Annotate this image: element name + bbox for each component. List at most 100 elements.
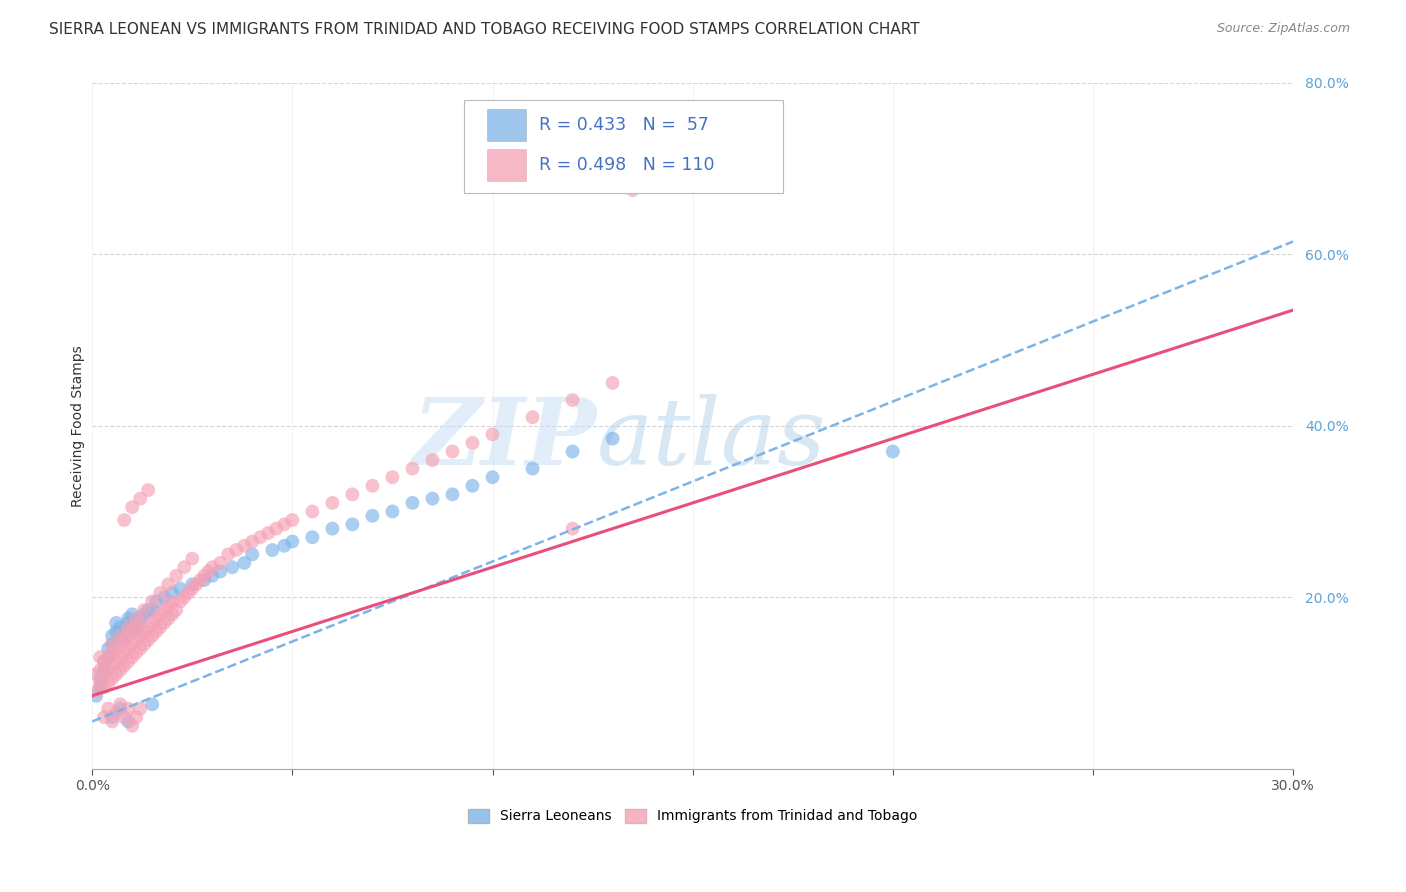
Point xyxy=(240,547,263,561)
FancyBboxPatch shape xyxy=(488,149,526,181)
Point xyxy=(121,650,143,665)
Point xyxy=(522,410,544,425)
Point xyxy=(209,556,232,570)
Point xyxy=(129,491,152,506)
Point xyxy=(101,714,124,729)
Point xyxy=(117,629,139,643)
Point xyxy=(422,453,444,467)
Point xyxy=(342,517,364,532)
Point xyxy=(201,560,224,574)
Point xyxy=(273,517,295,532)
Point xyxy=(105,641,128,656)
Point xyxy=(522,461,544,475)
Point xyxy=(169,582,191,596)
Point xyxy=(188,573,211,587)
Point xyxy=(105,624,128,639)
Point xyxy=(169,594,191,608)
Text: R = 0.433   N =  57: R = 0.433 N = 57 xyxy=(538,116,709,134)
Point xyxy=(108,701,131,715)
Point xyxy=(153,615,176,630)
Point xyxy=(101,710,124,724)
Point xyxy=(561,392,583,407)
Point xyxy=(117,612,139,626)
Point xyxy=(108,637,131,651)
Point xyxy=(129,629,152,643)
Point xyxy=(136,620,159,634)
Point xyxy=(422,491,444,506)
Point xyxy=(141,629,163,643)
Point xyxy=(481,470,503,484)
Point xyxy=(273,539,295,553)
Point xyxy=(129,612,152,626)
Point xyxy=(125,620,148,634)
Point xyxy=(105,615,128,630)
Text: ZIP: ZIP xyxy=(412,394,596,484)
Point xyxy=(602,432,624,446)
Point xyxy=(108,629,131,643)
Point xyxy=(401,461,423,475)
Point xyxy=(121,637,143,651)
Point xyxy=(97,701,120,715)
Y-axis label: Receiving Food Stamps: Receiving Food Stamps xyxy=(72,345,86,507)
Point xyxy=(136,483,159,497)
Point xyxy=(165,568,187,582)
Point xyxy=(134,637,156,651)
Point xyxy=(112,646,135,660)
Point xyxy=(93,667,115,681)
Point xyxy=(181,582,204,596)
Point xyxy=(481,427,503,442)
Point xyxy=(97,650,120,665)
Point xyxy=(112,513,135,527)
Point xyxy=(233,556,256,570)
Point xyxy=(177,586,200,600)
Point xyxy=(602,376,624,390)
Point xyxy=(121,500,143,515)
Point xyxy=(266,522,288,536)
Point xyxy=(181,551,204,566)
Point xyxy=(145,612,167,626)
Text: atlas: atlas xyxy=(596,394,827,484)
Point xyxy=(165,603,187,617)
Point xyxy=(125,633,148,648)
Legend: Sierra Leoneans, Immigrants from Trinidad and Tobago: Sierra Leoneans, Immigrants from Trinida… xyxy=(468,808,918,823)
Point xyxy=(221,560,243,574)
Point xyxy=(105,655,128,669)
Point xyxy=(173,590,195,604)
Point xyxy=(101,637,124,651)
Point xyxy=(149,607,172,622)
Point xyxy=(93,655,115,669)
Point xyxy=(149,620,172,634)
Point xyxy=(149,586,172,600)
Point xyxy=(125,646,148,660)
Point xyxy=(125,612,148,626)
Point xyxy=(134,607,156,622)
Point xyxy=(157,612,180,626)
Point xyxy=(136,633,159,648)
Point xyxy=(117,655,139,669)
Point xyxy=(240,534,263,549)
Point xyxy=(112,658,135,673)
Point xyxy=(97,663,120,677)
Point xyxy=(153,603,176,617)
Point xyxy=(193,568,215,582)
Point xyxy=(401,496,423,510)
Point xyxy=(441,444,464,458)
Point xyxy=(301,530,323,544)
Point xyxy=(117,620,139,634)
Point xyxy=(97,676,120,690)
Point xyxy=(112,710,135,724)
Point xyxy=(117,701,139,715)
Point xyxy=(882,444,904,458)
Point xyxy=(93,663,115,677)
Point xyxy=(134,624,156,639)
Point xyxy=(257,525,280,540)
Point xyxy=(121,624,143,639)
Point xyxy=(561,444,583,458)
Point xyxy=(125,624,148,639)
Point xyxy=(129,701,152,715)
Point xyxy=(141,594,163,608)
Text: Source: ZipAtlas.com: Source: ZipAtlas.com xyxy=(1216,22,1350,36)
Point xyxy=(89,663,111,677)
Text: SIERRA LEONEAN VS IMMIGRANTS FROM TRINIDAD AND TOBAGO RECEIVING FOOD STAMPS CORR: SIERRA LEONEAN VS IMMIGRANTS FROM TRINID… xyxy=(49,22,920,37)
Point xyxy=(281,513,304,527)
